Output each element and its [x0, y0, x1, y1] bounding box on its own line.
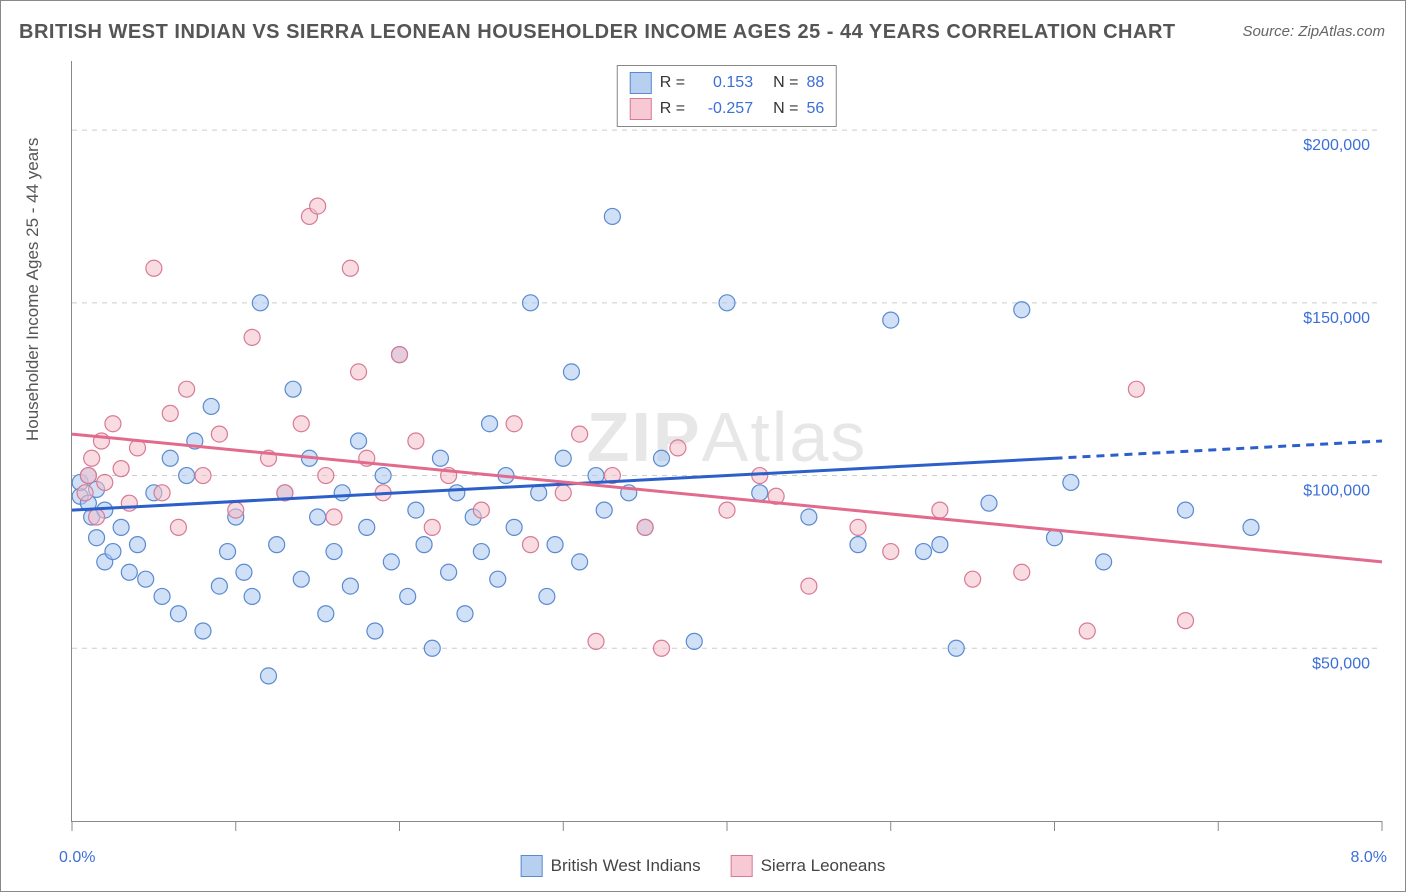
y-axis-label: Householder Income Ages 25 - 44 years — [23, 138, 43, 441]
legend-row-series-1: R = 0.153 N = 88 — [630, 70, 824, 96]
svg-text:$200,000: $200,000 — [1303, 137, 1370, 154]
r-value-1: 0.153 — [693, 74, 753, 92]
r-value-2: -0.257 — [693, 100, 753, 118]
x-axis-max-label: 8.0% — [1351, 849, 1387, 867]
r-label: R = — [660, 74, 685, 92]
svg-text:$100,000: $100,000 — [1303, 483, 1370, 500]
r-label: R = — [660, 100, 685, 118]
legend-item-1: British West Indians — [521, 855, 701, 877]
legend-item-2: Sierra Leoneans — [731, 855, 886, 877]
plot-area: ZIPAtlas R = 0.153 N = 88 R = -0.257 N =… — [71, 61, 1382, 822]
chart-title: BRITISH WEST INDIAN VS SIERRA LEONEAN HO… — [19, 21, 1176, 44]
legend-label-1: British West Indians — [551, 856, 701, 876]
source-attribution: Source: ZipAtlas.com — [1242, 23, 1385, 40]
n-label: N = — [773, 100, 798, 118]
legend-swatch-bottom-2 — [731, 855, 753, 877]
legend-swatch-1 — [630, 72, 652, 94]
svg-text:$50,000: $50,000 — [1312, 655, 1370, 672]
chart-container: BRITISH WEST INDIAN VS SIERRA LEONEAN HO… — [0, 0, 1406, 892]
n-value-2: 56 — [806, 100, 824, 118]
chart-svg: $50,000 $100,000 $150,000 $200,000 — [72, 61, 1382, 821]
legend-row-series-2: R = -0.257 N = 56 — [630, 96, 824, 122]
svg-text:$150,000: $150,000 — [1303, 310, 1370, 327]
legend-swatch-2 — [630, 98, 652, 120]
x-axis-min-label: 0.0% — [59, 849, 95, 867]
legend-label-2: Sierra Leoneans — [761, 856, 886, 876]
n-label: N = — [773, 74, 798, 92]
series-legend: British West Indians Sierra Leoneans — [521, 855, 886, 877]
legend-swatch-bottom-1 — [521, 855, 543, 877]
correlation-legend: R = 0.153 N = 88 R = -0.257 N = 56 — [617, 65, 837, 127]
n-value-1: 88 — [806, 74, 824, 92]
